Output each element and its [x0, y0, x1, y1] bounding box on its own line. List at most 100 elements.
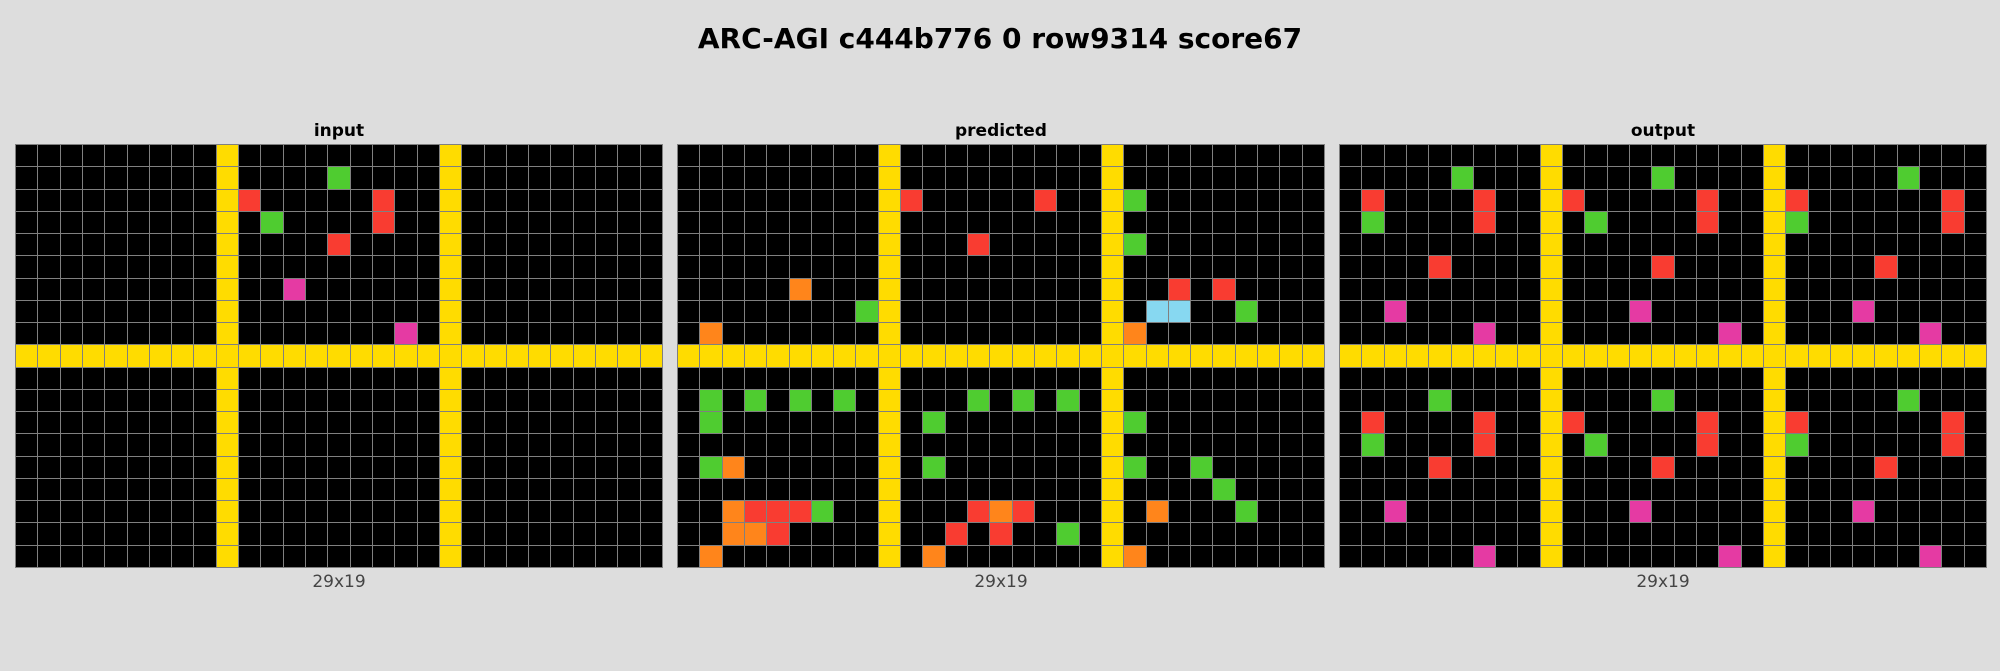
grid-cell [506, 256, 529, 278]
grid-cell [306, 345, 328, 367]
grid-cell [16, 345, 38, 367]
grid-cell [350, 389, 372, 412]
grid-cell [506, 501, 529, 523]
grid-cell [172, 167, 194, 189]
grid-cell [1012, 300, 1034, 323]
grid-cell [1696, 367, 1719, 389]
grid-cell [1964, 323, 1986, 345]
grid-cell [1719, 478, 1741, 501]
grid-cell [1280, 367, 1302, 389]
grid-cell [82, 367, 105, 389]
grid-cell [283, 256, 306, 278]
grid-cell [1563, 367, 1585, 389]
grid-cell [1763, 167, 1786, 189]
grid-cell [1830, 412, 1853, 434]
grid-cell [1473, 300, 1496, 323]
grid-cell [1585, 323, 1607, 345]
grid-cell [1124, 501, 1146, 523]
grid-cell [1830, 211, 1853, 234]
grid-cell [1168, 434, 1191, 456]
grid-cell [105, 523, 127, 545]
grid-cell [1763, 412, 1786, 434]
grid-cell [1012, 167, 1034, 189]
grid-cell [1652, 367, 1674, 389]
grid-cell [1429, 345, 1451, 367]
grid-cell [1942, 523, 1964, 545]
grid-cell [283, 323, 306, 345]
grid-cell [618, 323, 640, 345]
grid-cell [462, 501, 484, 523]
grid-cell [1302, 412, 1324, 434]
grid-cell [901, 345, 923, 367]
grid-cell [1518, 323, 1540, 345]
grid-cell [172, 412, 194, 434]
grid-cell [16, 523, 38, 545]
grid-cell [1302, 389, 1324, 412]
grid-cell [700, 478, 722, 501]
grid-cell [551, 145, 573, 167]
grid-cell [856, 145, 878, 167]
grid-cell [744, 545, 767, 567]
grid-cell [1540, 434, 1563, 456]
grid-cell [1607, 434, 1630, 456]
grid-cell [722, 389, 744, 412]
grid-cell [1786, 478, 1808, 501]
grid-cell [60, 145, 82, 167]
grid-cell [811, 345, 834, 367]
grid-cell [261, 189, 283, 211]
grid-cell [1079, 300, 1101, 323]
grid-cell [1674, 389, 1696, 412]
grid-cell [856, 167, 878, 189]
grid-cell [283, 300, 306, 323]
grid-cell [1034, 412, 1057, 434]
grid-cell [1280, 256, 1302, 278]
grid-cell [1942, 412, 1964, 434]
grid-cell [1786, 367, 1808, 389]
grid-cell [1585, 523, 1607, 545]
grid-cell [261, 167, 283, 189]
grid-cell [462, 234, 484, 256]
grid-cell [1630, 501, 1652, 523]
grid-cell [1830, 300, 1853, 323]
grid-cell [1920, 456, 1942, 478]
grid-cell [239, 189, 261, 211]
grid-cell [105, 456, 127, 478]
grid-cell [127, 501, 149, 523]
grid-cell [38, 501, 60, 523]
grid-cell [1280, 145, 1302, 167]
grid-cell [1540, 211, 1563, 234]
grid-cell [1101, 323, 1124, 345]
grid-cell [1124, 367, 1146, 389]
grid-cell [172, 456, 194, 478]
grid-cell [1786, 234, 1808, 256]
grid-cell [1057, 478, 1079, 501]
grid-cell [596, 456, 618, 478]
grid-cell [1741, 434, 1763, 456]
grid-cell [328, 234, 350, 256]
grid-cell [834, 145, 856, 167]
grid-cell [1674, 545, 1696, 567]
grid-cell [395, 545, 417, 567]
grid-cell [1674, 412, 1696, 434]
grid-cell [439, 478, 462, 501]
grid-cell [417, 300, 439, 323]
grid-cell [395, 523, 417, 545]
grid-cell [1340, 523, 1362, 545]
grid-cell [1875, 523, 1897, 545]
grid-cell [573, 412, 596, 434]
grid-cell [1012, 367, 1034, 389]
grid-cell [16, 434, 38, 456]
grid-cell [1146, 234, 1168, 256]
grid-cell [551, 189, 573, 211]
grid-cell [1875, 501, 1897, 523]
grid-cell [1012, 456, 1034, 478]
grid-cell [60, 300, 82, 323]
grid-cell [878, 545, 901, 567]
grid-cell [462, 456, 484, 478]
grid-cell [990, 434, 1012, 456]
grid-cell [945, 345, 968, 367]
grid-cell [1652, 167, 1674, 189]
grid-cell [1942, 501, 1964, 523]
grid-cell [82, 523, 105, 545]
grid-cell [239, 278, 261, 300]
